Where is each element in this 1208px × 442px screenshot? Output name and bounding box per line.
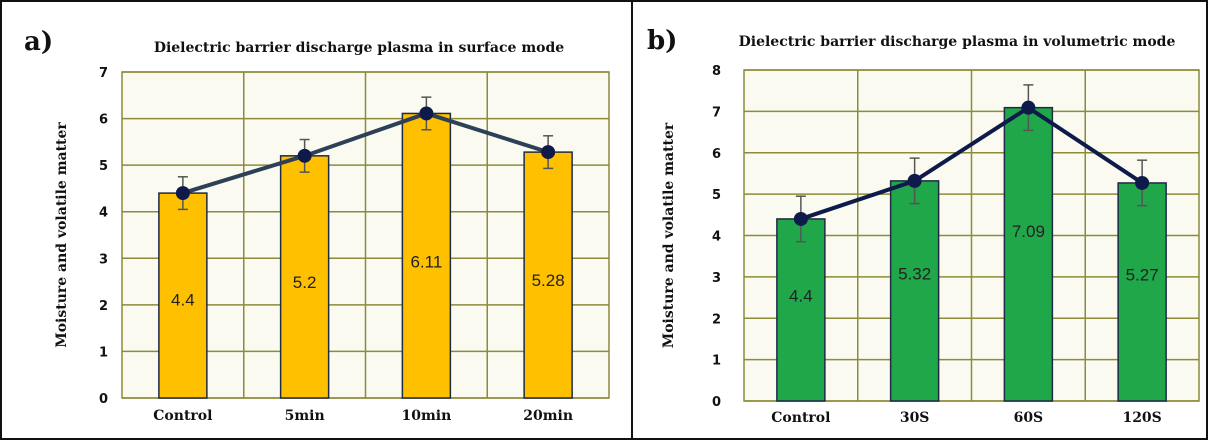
bar xyxy=(523,151,573,399)
y-tick-label: 1 xyxy=(99,345,108,360)
data-point-marker xyxy=(907,173,922,188)
x-tick-label: 30S xyxy=(900,410,930,426)
bar xyxy=(889,180,940,402)
bar xyxy=(1003,106,1054,402)
chart-title: Dielectric barrier discharge plasma in v… xyxy=(739,34,1176,50)
data-point-marker xyxy=(1021,100,1036,115)
data-point-marker xyxy=(175,186,190,201)
data-point-marker xyxy=(541,145,556,160)
panel-a: a) Dielectric barrier discharge plasma in… xyxy=(0,0,636,440)
panel-letter: b) xyxy=(647,26,677,56)
chart-a-svg: a) Dielectric barrier discharge plasma in… xyxy=(24,27,610,424)
bar xyxy=(776,218,826,402)
y-tick-label: 0 xyxy=(712,395,721,410)
data-point-marker xyxy=(297,148,312,163)
y-tick-label: 3 xyxy=(712,271,721,286)
y-tick-label: 6 xyxy=(99,113,108,128)
y-tick-label: 4 xyxy=(712,230,721,245)
y-tick-label: 7 xyxy=(99,66,108,81)
y-tick-label: 0 xyxy=(99,392,108,407)
y-tick-label: 4 xyxy=(99,206,108,221)
data-point-marker xyxy=(1135,175,1150,190)
chart-title: Dielectric barrier discharge plasma in s… xyxy=(154,40,564,56)
panel-letter: a) xyxy=(24,27,53,57)
series-line xyxy=(182,111,549,195)
y-tick-label: 5 xyxy=(99,159,108,174)
data-point-marker xyxy=(793,211,808,226)
x-tick-label: 10min xyxy=(401,408,451,424)
bar xyxy=(401,112,452,399)
y-tick-label: 1 xyxy=(712,354,721,369)
data-label: 4.4 xyxy=(789,286,813,305)
data-label: 4.4 xyxy=(171,291,195,310)
chart-b-svg: b) Dielectric barrier discharge plasma in… xyxy=(647,26,1200,426)
x-tick-label: Control xyxy=(771,410,830,426)
data-label: 5.2 xyxy=(293,273,317,292)
data-label: 6.11 xyxy=(410,252,442,271)
bar xyxy=(279,155,330,399)
y-tick-label: 7 xyxy=(712,105,721,120)
panel-b: b) Dielectric barrier discharge plasma in… xyxy=(631,0,1208,440)
y-axis-label: Moisture and volatile matter xyxy=(54,122,70,348)
x-tick-label: 20min xyxy=(523,408,573,424)
data-label: 5.27 xyxy=(1126,266,1159,285)
y-tick-label: 6 xyxy=(712,147,721,162)
bar xyxy=(1117,182,1167,402)
data-label: 7.09 xyxy=(1012,222,1045,241)
y-tick-label: 5 xyxy=(712,188,721,203)
y-tick-label: 2 xyxy=(712,312,721,327)
series-line xyxy=(800,105,1144,221)
data-label: 5.28 xyxy=(532,271,565,290)
x-tick-label: 120S xyxy=(1122,410,1161,426)
data-point-marker xyxy=(419,106,434,121)
x-tick-label: 60S xyxy=(1014,410,1044,426)
y-tick-label: 2 xyxy=(99,299,108,314)
x-tick-label: 5min xyxy=(285,408,325,424)
x-tick-label: Control xyxy=(153,408,212,424)
y-tick-label: 8 xyxy=(712,64,721,79)
bar xyxy=(158,192,208,399)
data-label: 5.32 xyxy=(898,264,931,283)
y-tick-label: 3 xyxy=(99,252,108,267)
y-axis-label: Moisture and volatile matter xyxy=(661,122,677,348)
